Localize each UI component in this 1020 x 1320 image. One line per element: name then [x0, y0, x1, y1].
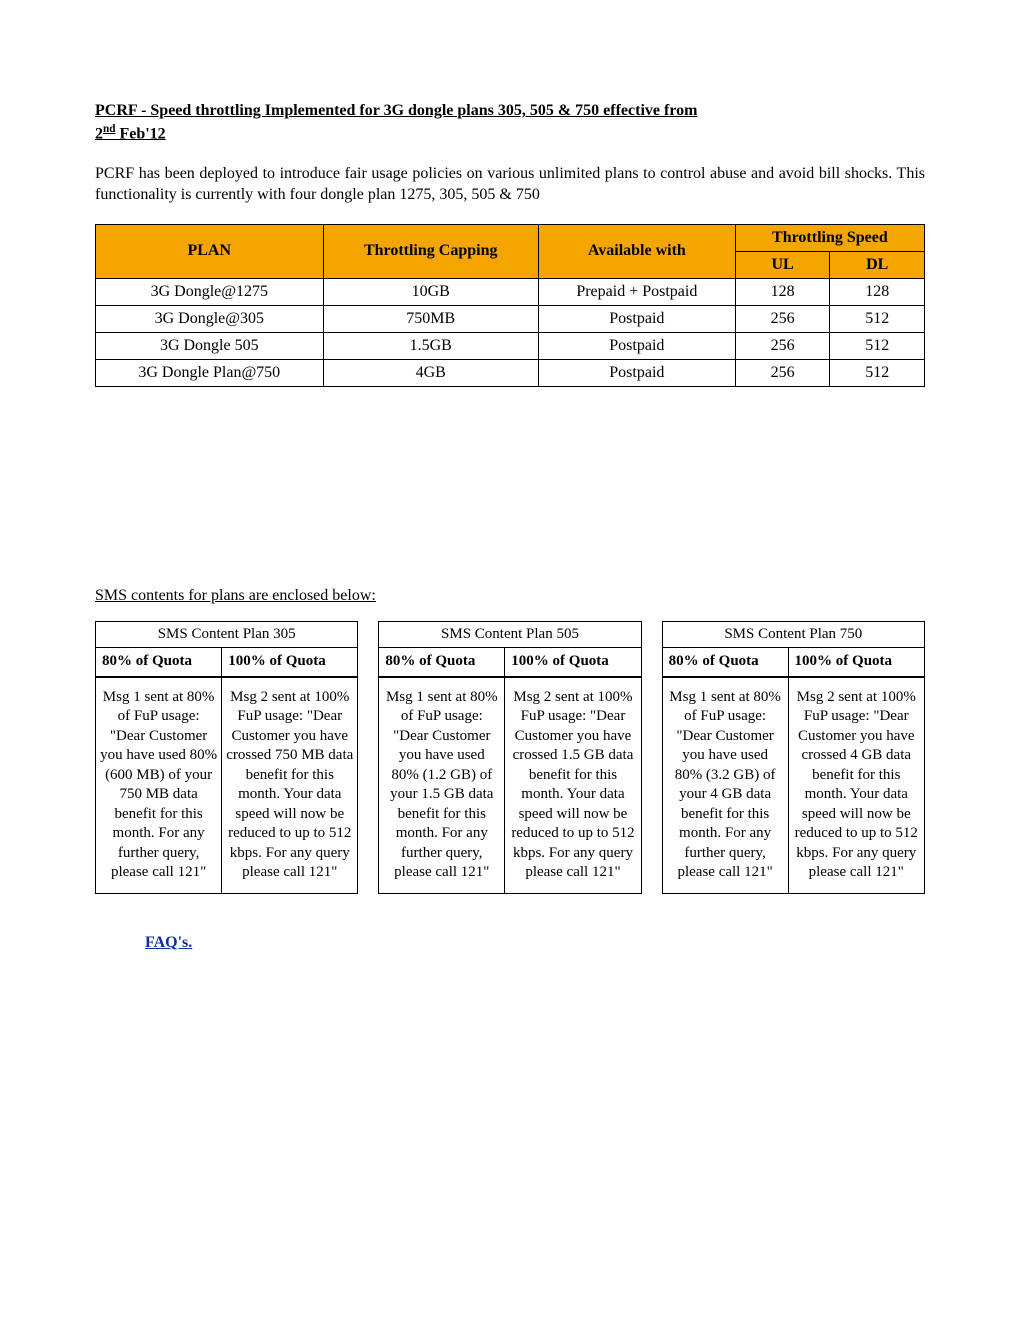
cell-avail: Prepaid + Postpaid	[538, 278, 735, 305]
cell-dl: 512	[830, 305, 925, 332]
cell-cap: 10GB	[323, 278, 538, 305]
sms-msg1: Msg 1 sent at 80% of FuP usage: "Dear Cu…	[662, 677, 788, 894]
sms-title: SMS Content Plan 750	[662, 621, 924, 648]
plan-row: 3G Dongle@1275 10GB Prepaid + Postpaid 1…	[96, 278, 925, 305]
sms-msg2: Msg 2 sent at 100% FuP usage: "Dear Cust…	[505, 677, 641, 894]
sms-table-305: SMS Content Plan 305 80% of Quota 100% o…	[95, 621, 358, 894]
cell-plan: 3G Dongle@1275	[96, 278, 324, 305]
sms-table-750: SMS Content Plan 750 80% of Quota 100% o…	[662, 621, 925, 894]
cell-ul: 256	[735, 359, 830, 386]
sms-msg2: Msg 2 sent at 100% FuP usage: "Dear Cust…	[222, 677, 358, 894]
title-date-prefix: 2	[95, 125, 103, 142]
sms-intro: SMS contents for plans are enclosed belo…	[95, 587, 925, 605]
sms-col2: 100% of Quota	[222, 648, 358, 677]
sms-col2: 100% of Quota	[505, 648, 641, 677]
th-available: Available with	[538, 224, 735, 278]
sms-msg1: Msg 1 sent at 80% of FuP usage: "Dear Cu…	[96, 677, 222, 894]
cell-dl: 128	[830, 278, 925, 305]
sms-col2: 100% of Quota	[788, 648, 924, 677]
th-plan: PLAN	[96, 224, 324, 278]
cell-cap: 4GB	[323, 359, 538, 386]
sms-title: SMS Content Plan 505	[379, 621, 641, 648]
plan-table: PLAN Throttling Capping Available with T…	[95, 224, 925, 387]
th-speed: Throttling Speed	[735, 224, 924, 251]
th-ul: UL	[735, 251, 830, 278]
cell-avail: Postpaid	[538, 305, 735, 332]
cell-avail: Postpaid	[538, 332, 735, 359]
sms-table-505: SMS Content Plan 505 80% of Quota 100% o…	[378, 621, 641, 894]
plan-row: 3G Dongle@305 750MB Postpaid 256 512	[96, 305, 925, 332]
sms-col1: 80% of Quota	[96, 648, 222, 677]
page-title: PCRF - Speed throttling Implemented for …	[95, 100, 925, 145]
cell-ul: 256	[735, 305, 830, 332]
cell-cap: 1.5GB	[323, 332, 538, 359]
plan-row: 3G Dongle Plan@750 4GB Postpaid 256 512	[96, 359, 925, 386]
title-line1: PCRF - Speed throttling Implemented for …	[95, 102, 697, 119]
cell-avail: Postpaid	[538, 359, 735, 386]
th-dl: DL	[830, 251, 925, 278]
cell-cap: 750MB	[323, 305, 538, 332]
cell-dl: 512	[830, 359, 925, 386]
cell-plan: 3G Dongle Plan@750	[96, 359, 324, 386]
cell-plan: 3G Dongle@305	[96, 305, 324, 332]
faq-heading: FAQ's.	[145, 934, 925, 952]
sms-col1: 80% of Quota	[379, 648, 505, 677]
cell-plan: 3G Dongle 505	[96, 332, 324, 359]
title-date-suffix: Feb'12	[115, 125, 165, 142]
sms-msg2: Msg 2 sent at 100% FuP usage: "Dear Cust…	[788, 677, 924, 894]
sms-tables-row: SMS Content Plan 305 80% of Quota 100% o…	[95, 621, 925, 894]
title-date-sup: nd	[103, 123, 115, 135]
plan-row: 3G Dongle 505 1.5GB Postpaid 256 512	[96, 332, 925, 359]
sms-col1: 80% of Quota	[662, 648, 788, 677]
cell-ul: 128	[735, 278, 830, 305]
sms-msg1: Msg 1 sent at 80% of FuP usage: "Dear Cu…	[379, 677, 505, 894]
th-capping: Throttling Capping	[323, 224, 538, 278]
cell-dl: 512	[830, 332, 925, 359]
intro-paragraph: PCRF has been deployed to introduce fair…	[95, 163, 925, 206]
cell-ul: 256	[735, 332, 830, 359]
sms-title: SMS Content Plan 305	[96, 621, 358, 648]
